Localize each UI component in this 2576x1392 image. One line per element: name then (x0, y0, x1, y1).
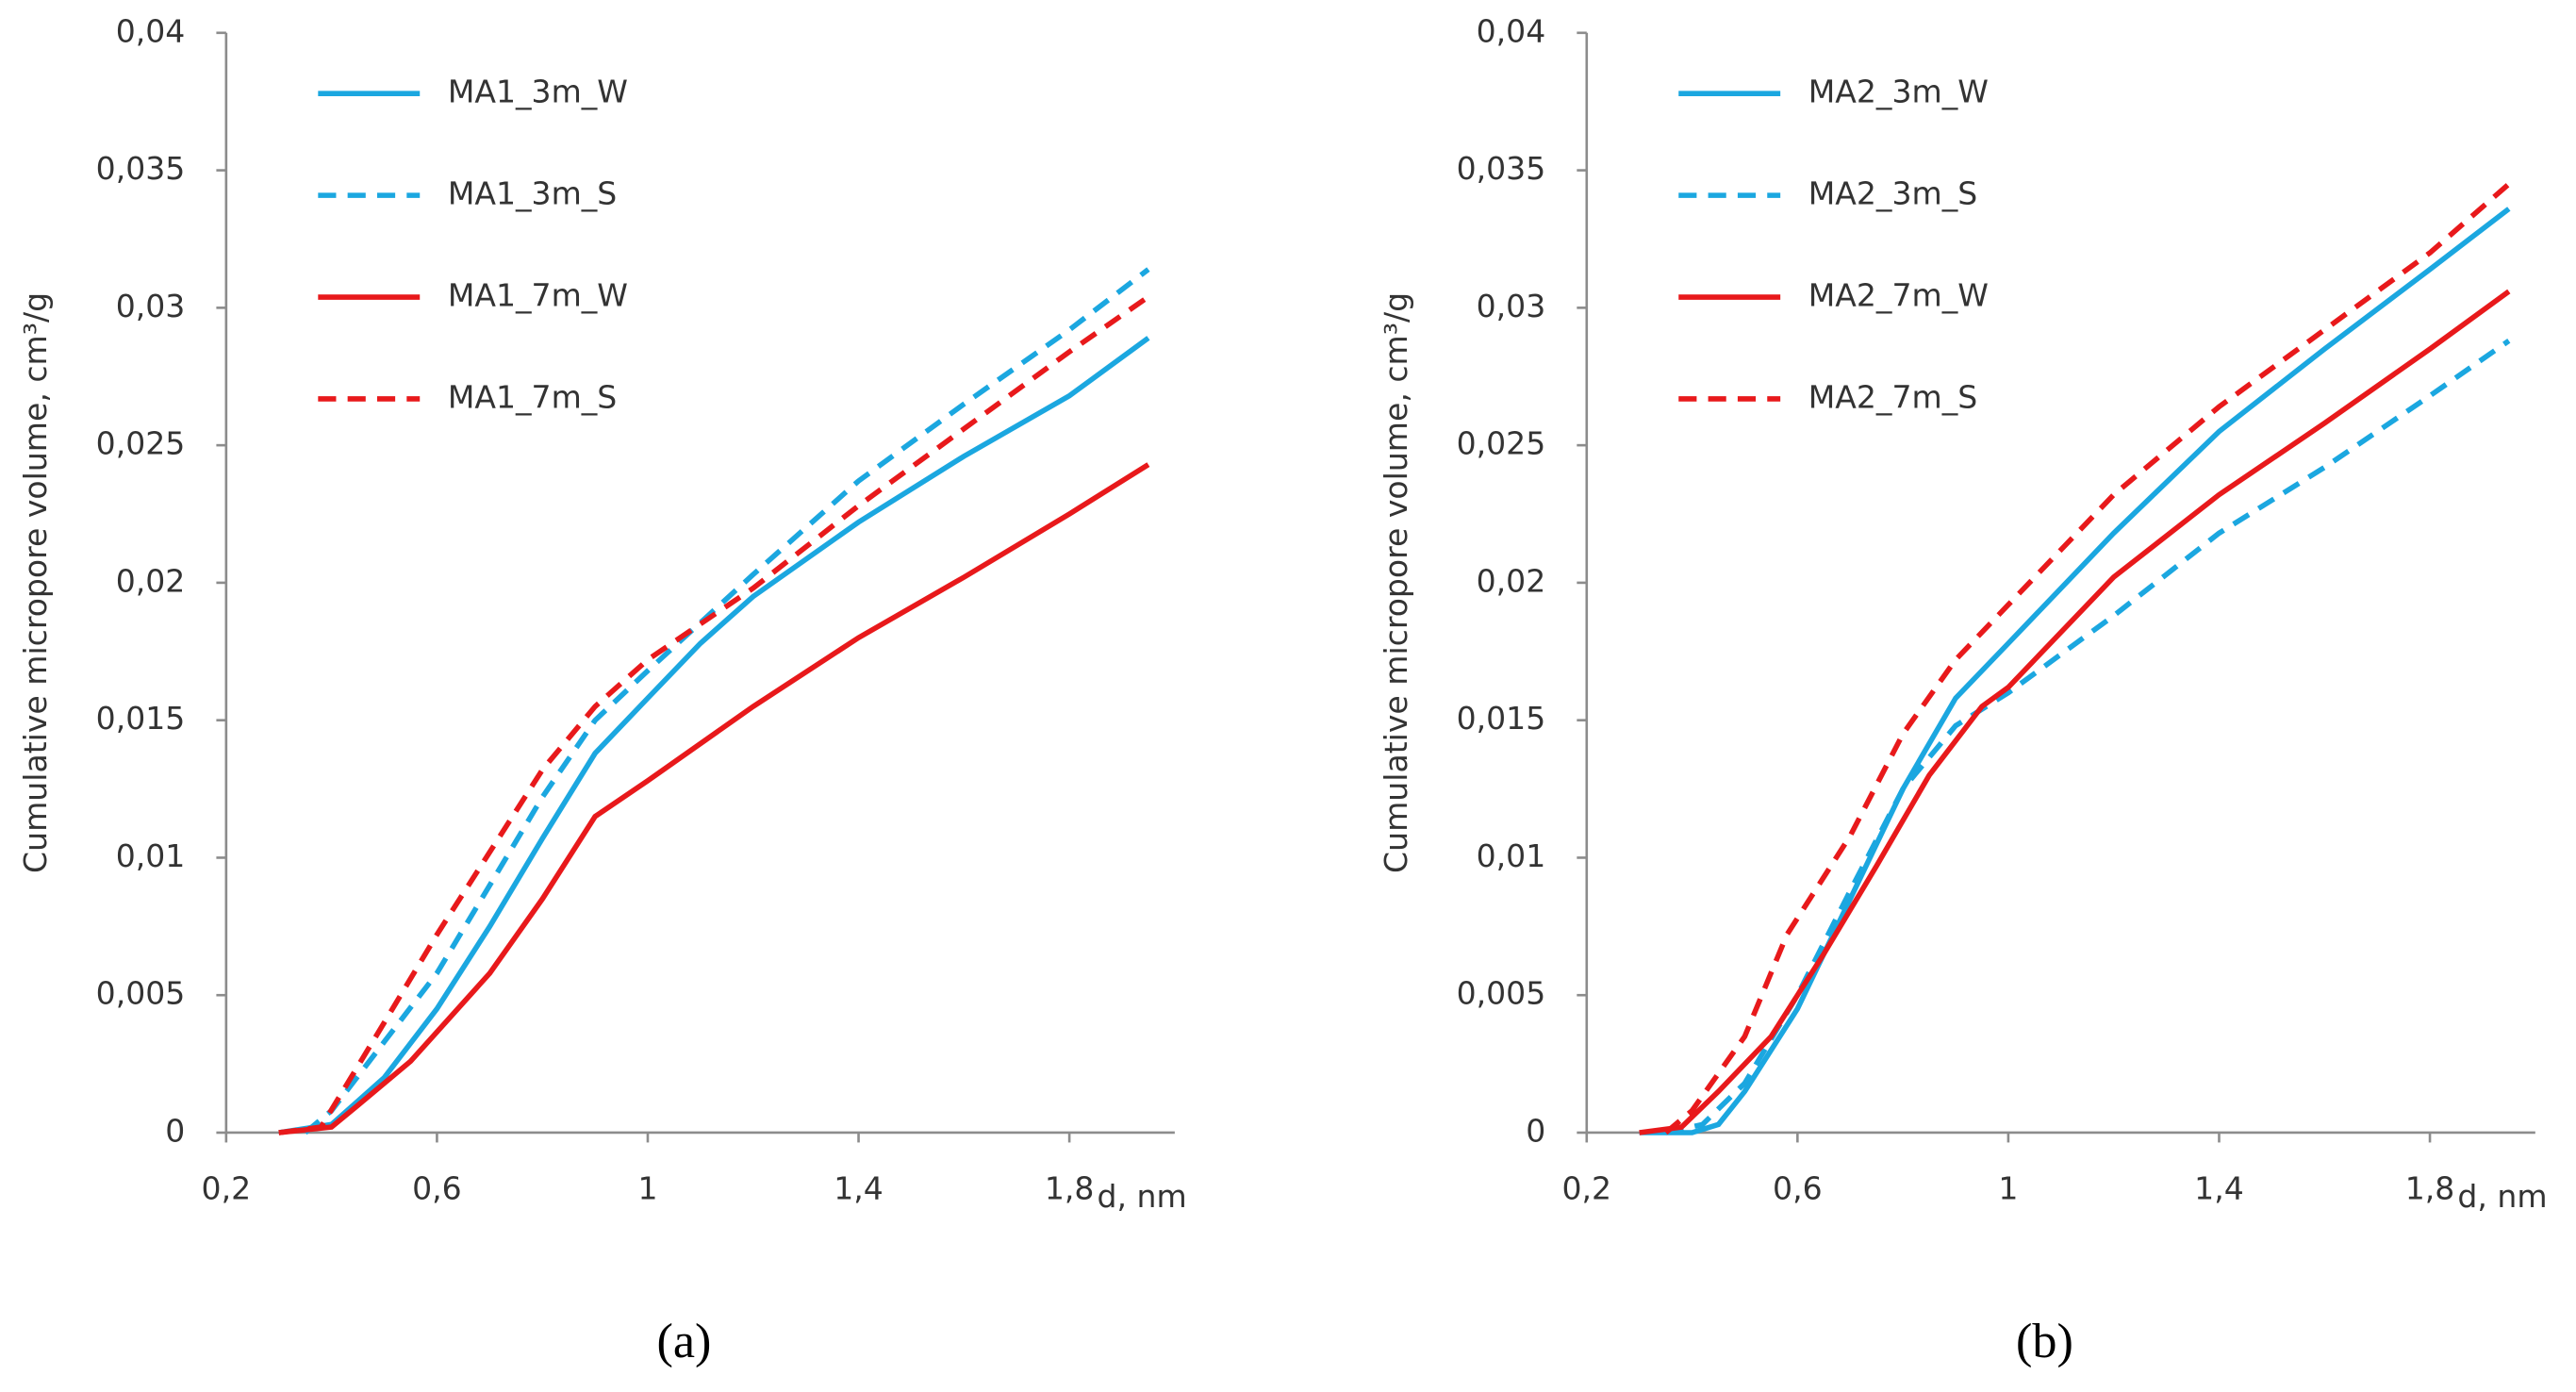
y-tick-label: 0,02 (1477, 562, 1546, 599)
x-tick-label: 1 (637, 1169, 657, 1206)
x-axis-label: d, nm (2457, 1178, 2547, 1215)
series-line (278, 462, 1150, 1135)
legend-label: MA2_7m_W (1808, 277, 1989, 314)
legend-label: MA1_3m_S (448, 175, 617, 212)
series-line (1639, 207, 2511, 1135)
legend-label: MA1_7m_W (448, 277, 628, 314)
legend-label: MA1_3m_W (448, 74, 628, 110)
y-axis-label: Cumulative micropore volume, cm³/g (17, 292, 54, 873)
series-line (1663, 182, 2511, 1135)
y-axis-label: Cumulative micropore volume, cm³/g (1378, 292, 1414, 873)
x-axis-label: d, nm (1098, 1178, 1187, 1215)
y-tick-label: 0,025 (96, 425, 186, 462)
y-tick-label: 0 (165, 1112, 185, 1149)
legend-label: MA2_3m_W (1808, 74, 1989, 110)
legend-label: MA2_7m_S (1808, 378, 1977, 415)
x-tick-label: 0,2 (202, 1169, 252, 1206)
y-tick-label: 0,035 (96, 150, 186, 187)
y-tick-label: 0,02 (116, 562, 186, 599)
y-tick-label: 0,025 (1457, 425, 1546, 462)
y-tick-label: 0,01 (1477, 837, 1546, 874)
y-tick-label: 0,03 (1477, 288, 1546, 324)
series-line (278, 294, 1150, 1135)
y-tick-label: 0,03 (116, 288, 186, 324)
x-tick-label: 0,6 (1773, 1169, 1823, 1206)
x-tick-label: 1,4 (834, 1169, 883, 1206)
y-tick-label: 0,04 (1477, 12, 1546, 49)
y-tick-label: 0,005 (1457, 975, 1546, 1012)
y-tick-label: 0,015 (1457, 700, 1546, 737)
caption: (a) (656, 1314, 711, 1368)
x-tick-label: 1 (1998, 1169, 2018, 1206)
series-line (1639, 289, 2511, 1135)
series-line (1665, 339, 2511, 1135)
y-tick-label: 0,035 (1457, 150, 1546, 187)
series-line (278, 336, 1150, 1135)
y-tick-label: 0,01 (116, 837, 186, 874)
y-tick-label: 0,015 (96, 700, 186, 737)
y-tick-label: 0,005 (96, 975, 186, 1012)
caption: (b) (2016, 1314, 2073, 1368)
y-tick-label: 0 (1526, 1112, 1545, 1149)
x-tick-label: 0,2 (1561, 1169, 1611, 1206)
legend-label: MA1_7m_S (448, 378, 617, 415)
chart-panel: 0 0,005 0,01 0,015 0,02 0,025 0,03 0,035 0,04 0,2… (1378, 12, 2547, 1368)
legend-label: MA2_3m_S (1808, 175, 1977, 212)
x-tick-label: 1,4 (2194, 1169, 2244, 1206)
y-tick-label: 0,04 (116, 12, 186, 49)
chart-panel: 0 0,005 0,01 0,015 0,02 0,025 0,03 0,035 0,04 0,2… (17, 12, 1186, 1368)
x-tick-label: 0,6 (412, 1169, 462, 1206)
x-tick-label: 1,8 (2405, 1169, 2455, 1206)
x-tick-label: 1,8 (1045, 1169, 1095, 1206)
series-line (303, 267, 1150, 1135)
